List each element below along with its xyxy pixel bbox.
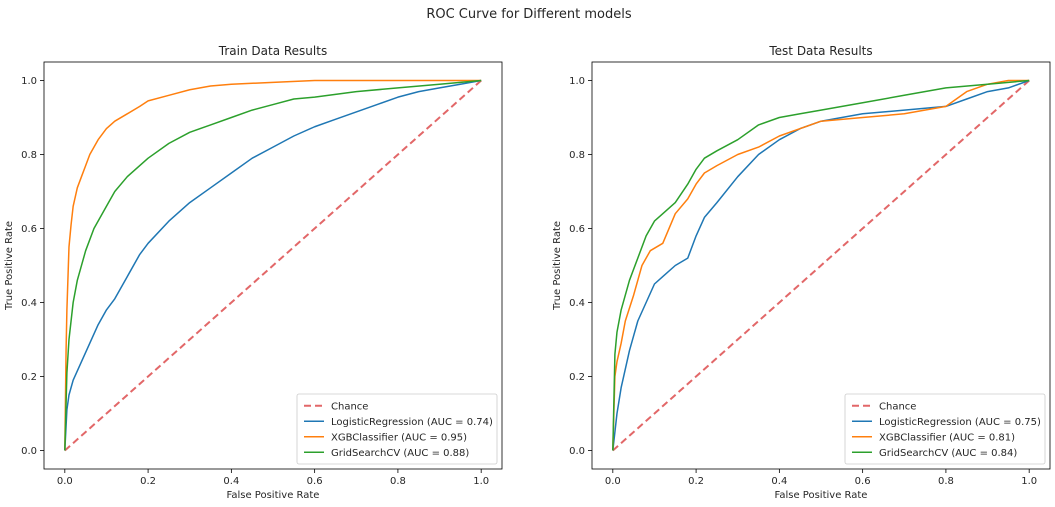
train-legend: Chance LogisticRegression (AUC = 0.74) XGB… <box>296 393 498 465</box>
test-y-axis-label: True Positive Rate <box>552 221 563 311</box>
train-y-tick-label: 0.4 <box>21 298 37 309</box>
test-x-tick-label: 0.8 <box>938 476 954 487</box>
train-plot-frame <box>43 61 503 470</box>
test-y-tick-label: 1.0 <box>569 76 585 87</box>
train-x-tick-label: 0.0 <box>57 476 73 487</box>
train-legend-label-0: Chance <box>331 401 368 412</box>
train-y-axis-label: True Positive Rate <box>4 221 15 311</box>
test-x-axis-label: False Positive Rate <box>775 490 868 501</box>
test-legend-box <box>844 393 1046 465</box>
train-x-tick-label: 0.4 <box>223 476 239 487</box>
test-legend-label-0: Chance <box>879 401 916 412</box>
train-y-tick-label: 1.0 <box>21 76 37 87</box>
train-y-tick-label: 0.8 <box>21 150 37 161</box>
train-series-line-3 <box>64 79 482 451</box>
test-legend-label-2: XGBClassifier (AUC = 0.81) <box>879 432 1015 443</box>
test-y-tick-label: 0.0 <box>569 446 585 457</box>
test-y-tick-label: 0.8 <box>569 150 585 161</box>
test-series-line-2 <box>612 79 1030 451</box>
test-x-tick-label: 1.0 <box>1021 476 1037 487</box>
figure-title: ROC Curve for Different models <box>426 7 632 22</box>
test-y-tick-label: 0.2 <box>569 372 585 383</box>
train-y-tick-label: 0.0 <box>21 446 37 457</box>
train-series-line-2 <box>64 79 482 451</box>
test-x-tick-label: 0.6 <box>855 476 871 487</box>
train-series-line-1 <box>64 79 482 451</box>
train-legend-label-1: LogisticRegression (AUC = 0.74) <box>331 417 493 428</box>
test-chart-title: Test Data Results <box>768 44 872 58</box>
train-series-line-0 <box>64 79 482 452</box>
train-x-axis-label: False Positive Rate <box>227 490 320 501</box>
test-legend-label-3: GridSearchCV (AUC = 0.84) <box>879 448 1017 459</box>
test-series-line-3 <box>612 79 1030 451</box>
test-y-tick-label: 0.6 <box>569 224 585 235</box>
test-series-line-0 <box>612 79 1030 452</box>
train-legend-label-3: GridSearchCV (AUC = 0.88) <box>331 448 469 459</box>
train-y-tick-label: 0.6 <box>21 224 37 235</box>
train-chart-panel: Train Data Results 0.0 0.2 0.4 0.6 0.8 1.0 0.0 0… <box>4 44 503 501</box>
test-x-tick-label: 0.4 <box>771 476 787 487</box>
train-legend-box <box>296 393 498 465</box>
train-x-tick-label: 0.6 <box>307 476 323 487</box>
train-chart-title: Train Data Results <box>218 44 327 58</box>
test-y-tick-label: 0.4 <box>569 298 585 309</box>
train-x-tick-label: 0.2 <box>140 476 156 487</box>
test-legend-label-1: LogisticRegression (AUC = 0.75) <box>879 417 1041 428</box>
train-x-tick-label: 1.0 <box>473 476 489 487</box>
train-legend-label-2: XGBClassifier (AUC = 0.95) <box>331 432 467 443</box>
test-chart-panel: Test Data Results 0.0 0.2 0.4 0.6 0.8 1.0 0.0 0.… <box>552 44 1051 501</box>
test-plot-frame <box>591 61 1051 470</box>
train-y-tick-label: 0.2 <box>21 372 37 383</box>
test-legend: Chance LogisticRegression (AUC = 0.75) XGB… <box>844 393 1046 465</box>
train-x-tick-label: 0.8 <box>390 476 406 487</box>
test-x-tick-label: 0.2 <box>688 476 704 487</box>
test-x-tick-label: 0.0 <box>605 476 621 487</box>
